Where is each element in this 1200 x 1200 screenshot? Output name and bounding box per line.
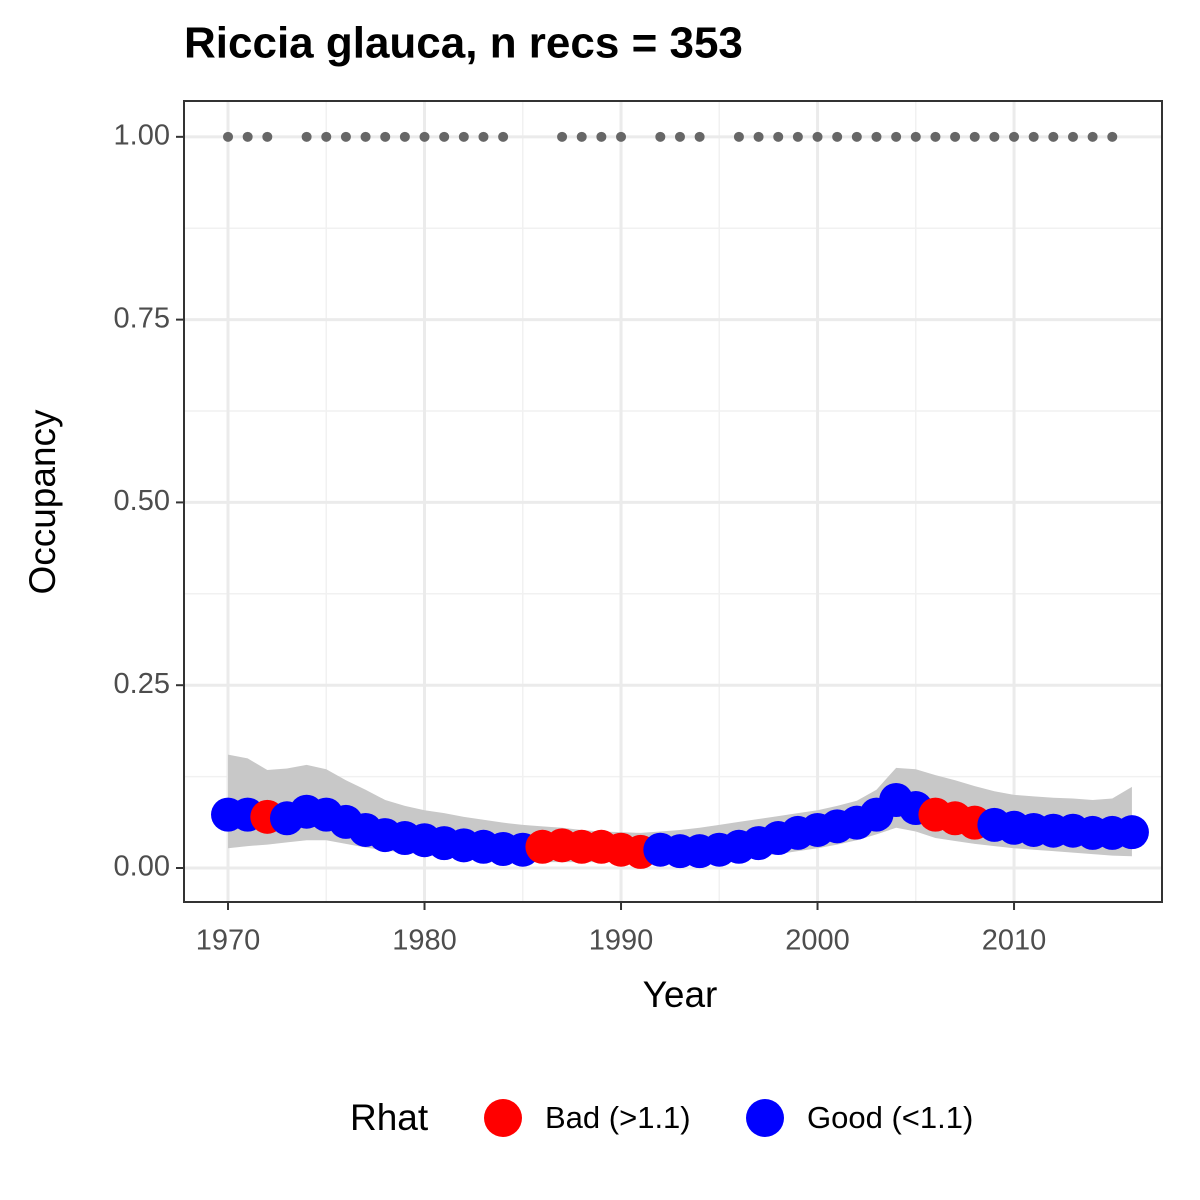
record-point xyxy=(871,131,882,142)
record-point xyxy=(340,131,351,142)
plot-border xyxy=(183,100,1163,903)
record-point xyxy=(773,131,784,142)
record-point xyxy=(439,131,450,142)
chart-title: Riccia glauca, n recs = 353 xyxy=(184,19,743,68)
record-point xyxy=(478,131,489,142)
record-point xyxy=(792,131,803,142)
record-point xyxy=(950,131,961,142)
x-tick-label: 1990 xyxy=(589,925,654,957)
legend-swatch xyxy=(484,1099,522,1137)
legend-label: Bad (>1.1) xyxy=(545,1100,691,1135)
record-point xyxy=(498,131,509,142)
record-point xyxy=(596,131,607,142)
record-point xyxy=(910,131,921,142)
record-point xyxy=(321,131,332,142)
record-point xyxy=(891,131,902,142)
record-point xyxy=(969,131,980,142)
record-point xyxy=(1028,131,1039,142)
x-tick-label: 1970 xyxy=(196,925,261,957)
record-point xyxy=(1087,131,1098,142)
record-point xyxy=(1107,131,1118,142)
record-point xyxy=(399,131,410,142)
record-point xyxy=(1048,131,1059,142)
y-tick-label: 0.50 xyxy=(114,485,170,517)
record-point xyxy=(812,131,823,142)
record-point xyxy=(989,131,1000,142)
y-axis-title: Occupancy xyxy=(22,409,63,595)
x-axis-title: Year xyxy=(643,974,718,1015)
record-point xyxy=(557,131,568,142)
record-point xyxy=(242,131,253,142)
y-tick-label: 1.00 xyxy=(114,119,170,151)
record-point xyxy=(655,131,666,142)
x-tick-label: 1980 xyxy=(392,925,457,957)
record-point xyxy=(616,131,627,142)
record-point xyxy=(1009,131,1020,142)
record-point xyxy=(674,131,685,142)
record-point xyxy=(1067,131,1078,142)
record-point xyxy=(360,131,371,142)
x-tick-label: 2010 xyxy=(982,925,1047,957)
point xyxy=(1114,815,1149,850)
record-point xyxy=(753,131,764,142)
record-point xyxy=(301,131,312,142)
record-point xyxy=(851,131,862,142)
y-tick-label: 0.75 xyxy=(114,302,170,334)
legend-swatch xyxy=(746,1099,784,1137)
y-tick-label: 0.00 xyxy=(114,851,170,883)
record-point xyxy=(223,131,234,142)
legend-label: Good (<1.1) xyxy=(807,1100,973,1135)
record-point xyxy=(576,131,587,142)
record-point xyxy=(419,131,430,142)
record-point xyxy=(733,131,744,142)
y-tick-label: 0.25 xyxy=(114,668,170,700)
record-point xyxy=(832,131,843,142)
record-point xyxy=(694,131,705,142)
x-tick-label: 2000 xyxy=(785,925,850,957)
record-point xyxy=(458,131,469,142)
record-point xyxy=(262,131,273,142)
record-point xyxy=(380,131,391,142)
legend-title: Rhat xyxy=(350,1097,429,1138)
record-point xyxy=(930,131,941,142)
